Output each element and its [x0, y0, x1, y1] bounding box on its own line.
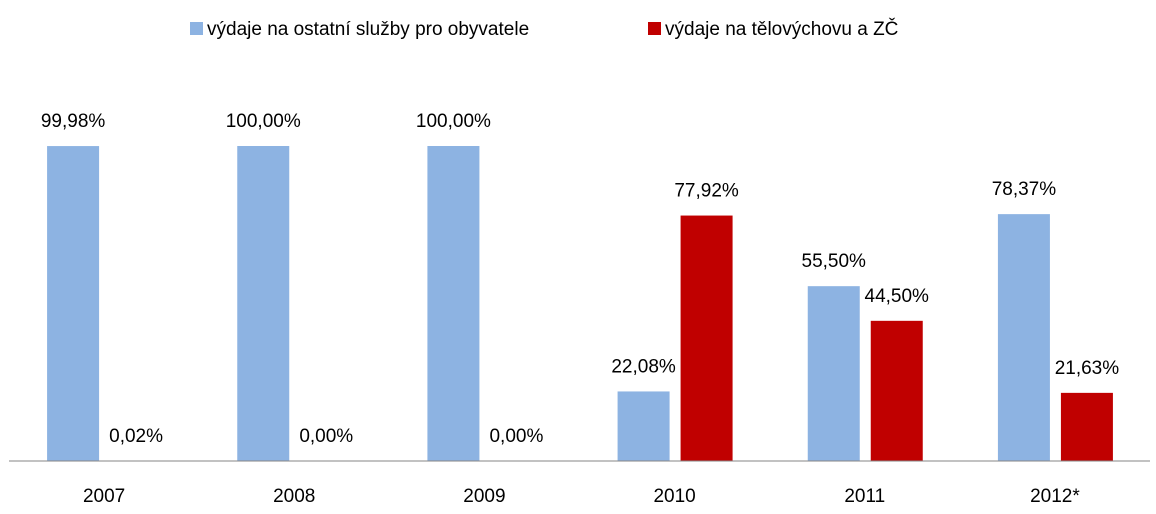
- data-label: 100,00%: [416, 111, 491, 132]
- data-label: 99,98%: [41, 111, 106, 132]
- bar: [1060, 392, 1113, 461]
- bar: [680, 215, 733, 461]
- bar: [997, 214, 1050, 461]
- bar: [237, 146, 290, 461]
- data-label: 0,02%: [109, 426, 163, 447]
- x-tick-label: 2008: [273, 486, 315, 507]
- bar: [47, 146, 100, 462]
- x-tick-label: 2007: [83, 486, 125, 507]
- data-label: 78,37%: [992, 179, 1057, 200]
- data-label: 44,50%: [865, 286, 930, 307]
- bar: [617, 391, 670, 461]
- x-tick-label: 2012*: [1030, 486, 1080, 507]
- data-label: 0,00%: [299, 426, 353, 447]
- x-tick-label: 2009: [463, 486, 505, 507]
- data-label: 0,00%: [489, 426, 543, 447]
- data-label: 21,63%: [1055, 358, 1120, 379]
- data-label: 55,50%: [802, 251, 867, 272]
- data-label: 100,00%: [226, 111, 301, 132]
- x-tick-label: 2010: [653, 486, 695, 507]
- x-tick-label: 2011: [844, 486, 885, 507]
- legend-label: výdaje na tělovýchovu a ZČ: [665, 18, 898, 40]
- legend-swatch: [648, 22, 661, 35]
- legend-swatch: [190, 22, 203, 35]
- bar: [807, 286, 860, 461]
- bar: [427, 146, 480, 461]
- bar: [870, 320, 923, 461]
- data-label: 77,92%: [674, 181, 739, 202]
- legend-label: výdaje na ostatní služby pro obyvatele: [207, 19, 529, 40]
- data-label: 22,08%: [611, 356, 676, 377]
